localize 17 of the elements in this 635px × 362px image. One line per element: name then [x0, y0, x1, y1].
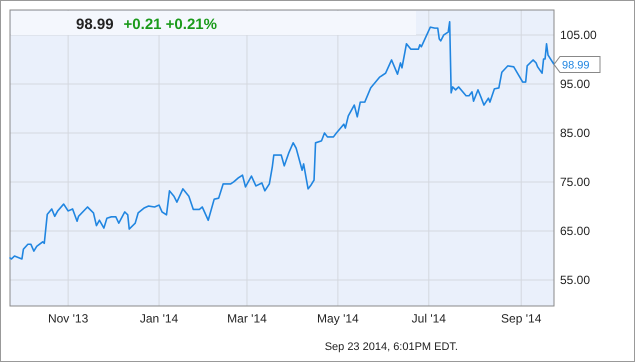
x-tick-label: Nov '13	[48, 312, 89, 326]
x-tick-label: Jan '14	[140, 312, 179, 326]
x-tick-label: Jul '14	[412, 312, 446, 326]
y-tick-label: 105.00	[560, 28, 598, 42]
x-tick-label: Sep '14	[501, 312, 542, 326]
y-tick-label: 95.00	[560, 76, 590, 91]
annotation: 98.99	[562, 59, 590, 72]
x-tick-label: May '14	[317, 312, 360, 326]
line-series	[9, 20, 555, 260]
y-tick-label: 85.00	[560, 126, 590, 140]
chart-title: 98.99	[76, 16, 114, 33]
y-tick-label: 55.00	[560, 272, 590, 287]
y-tick-label: 65.00	[560, 224, 590, 238]
x-tick-label: Mar '14	[227, 312, 268, 326]
text: Sep 23 2014, 6:01PM EDT.	[324, 341, 458, 353]
y-tick-label: 75.00	[560, 174, 590, 189]
chart-subtitle: +0.21 +0.21%	[124, 16, 217, 33]
